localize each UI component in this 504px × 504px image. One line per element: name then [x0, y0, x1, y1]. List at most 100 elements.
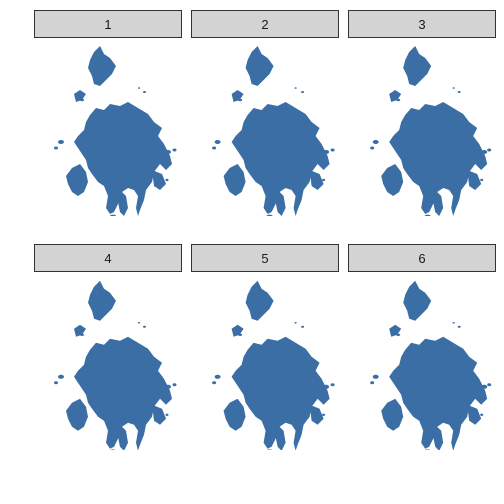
sea-ice-hudson-bay — [381, 164, 404, 196]
sea-ice-extent — [370, 280, 492, 450]
sea-ice-floe — [165, 150, 171, 154]
sea-ice-floe — [143, 91, 146, 93]
sea-ice-floe — [396, 333, 401, 336]
sea-ice-floe — [370, 381, 375, 385]
facet-panel-3: 3 — [348, 10, 496, 216]
sea-ice-map-3 — [370, 46, 492, 216]
sea-ice-map-1 — [54, 46, 177, 216]
sea-ice-lobe — [152, 404, 166, 425]
sea-ice-floe — [425, 449, 431, 450]
sea-ice-greenland-coast — [403, 280, 432, 321]
sea-ice-greenland-coast — [245, 46, 274, 86]
sea-ice-lobe — [118, 190, 128, 216]
sea-ice-fragment — [74, 90, 86, 102]
sea-ice-floe — [172, 148, 177, 152]
sea-ice-floe — [452, 322, 455, 324]
sea-ice-hudson-bay — [223, 164, 246, 196]
map-panel-4 — [34, 274, 182, 450]
sea-ice-floe — [172, 383, 177, 387]
sea-ice-floe — [58, 140, 64, 144]
sea-ice-floe — [481, 150, 488, 154]
sea-ice-map-5 — [212, 280, 335, 450]
sea-ice-extent — [212, 46, 335, 216]
sea-ice-floe — [80, 333, 84, 336]
sea-ice-hudson-bay — [66, 164, 88, 196]
sea-ice-lobe — [275, 424, 286, 450]
sea-ice-floe — [480, 178, 484, 182]
facet-strip-1: 1 — [34, 10, 182, 38]
sea-ice-floe — [137, 87, 141, 89]
sea-ice-fragment — [389, 324, 402, 337]
facet-panel-2: 2 — [191, 10, 339, 216]
sea-ice-floe — [372, 140, 379, 144]
map-panel-6 — [348, 274, 496, 450]
sea-ice-main-body — [74, 102, 172, 216]
facet-label-5: 5 — [261, 250, 269, 266]
sea-ice-greenland-coast — [403, 46, 432, 86]
sea-ice-fragment — [231, 324, 244, 337]
sea-ice-lobe — [467, 404, 482, 425]
sea-ice-main-body — [389, 102, 488, 216]
sea-ice-main-body — [231, 102, 330, 216]
sea-ice-extent — [54, 280, 177, 450]
sea-ice-floe — [212, 381, 217, 385]
sea-ice-floe — [266, 214, 273, 216]
sea-ice-greenland-coast — [88, 46, 116, 86]
sea-ice-hudson-bay — [223, 398, 246, 431]
facet-label-4: 4 — [104, 250, 112, 266]
sea-ice-floe — [301, 325, 305, 328]
sea-ice-floe — [58, 374, 64, 379]
sea-ice-floe — [80, 98, 84, 102]
facet-label-6: 6 — [418, 250, 426, 266]
facet-strip-4: 4 — [34, 244, 182, 272]
sea-ice-floe — [165, 413, 169, 416]
sea-ice-lobe — [118, 424, 128, 450]
map-panel-3 — [348, 40, 496, 216]
sea-ice-floe — [165, 384, 171, 389]
facet-panel-5: 5 — [191, 244, 339, 450]
sea-ice-extent — [54, 46, 177, 216]
sea-ice-floe — [110, 449, 116, 450]
sea-ice-floe — [137, 322, 141, 324]
sea-ice-floe — [481, 384, 488, 389]
sea-ice-floe — [110, 214, 116, 216]
sea-ice-floe — [322, 413, 326, 416]
facet-label-1: 1 — [104, 16, 112, 32]
sea-ice-lobe — [433, 424, 444, 450]
sea-ice-lobe — [467, 170, 482, 190]
sea-ice-floe — [323, 150, 330, 154]
sea-ice-floe — [212, 146, 217, 150]
sea-ice-floe — [372, 374, 379, 379]
sea-ice-greenland-coast — [88, 280, 116, 321]
sea-ice-lobe — [275, 190, 286, 216]
sea-ice-floe — [238, 333, 243, 336]
facet-strip-6: 6 — [348, 244, 496, 272]
sea-ice-hudson-bay — [381, 398, 404, 431]
sea-ice-floe — [238, 98, 243, 102]
facet-panel-6: 6 — [348, 244, 496, 450]
sea-ice-floe — [322, 178, 326, 182]
sea-ice-main-body — [74, 336, 172, 450]
sea-ice-floe — [457, 91, 461, 93]
sea-ice-floe — [424, 214, 431, 216]
sea-ice-floe — [267, 449, 273, 450]
sea-ice-lobe — [433, 190, 444, 216]
facet-strip-3: 3 — [348, 10, 496, 38]
sea-ice-fragment — [389, 90, 402, 102]
sea-ice-floe — [323, 384, 330, 389]
sea-ice-floe — [370, 146, 375, 150]
sea-ice-extent — [370, 46, 492, 216]
facet-strip-2: 2 — [191, 10, 339, 38]
sea-ice-floe — [294, 87, 297, 89]
sea-ice-fragment — [74, 324, 86, 337]
sea-ice-fragment — [231, 90, 244, 102]
sea-ice-floe — [165, 178, 169, 182]
sea-ice-floe — [54, 381, 58, 385]
facet-panel-1: 1 — [34, 10, 182, 216]
sea-ice-floe — [487, 148, 492, 152]
sea-ice-floe — [487, 383, 492, 387]
sea-ice-floe — [143, 325, 146, 328]
sea-ice-map-4 — [54, 280, 177, 450]
sea-ice-floe — [214, 140, 221, 144]
